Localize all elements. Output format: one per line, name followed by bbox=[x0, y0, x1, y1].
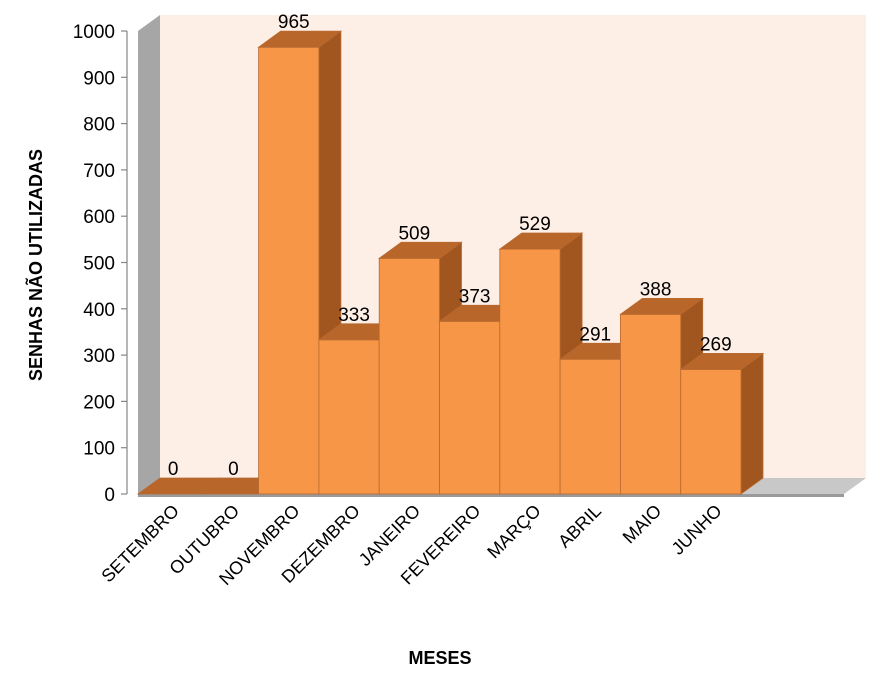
y-tick-label: 100 bbox=[83, 439, 115, 460]
bar-front bbox=[559, 358, 621, 495]
y-tick-label: 0 bbox=[104, 485, 115, 506]
bar-front bbox=[258, 46, 320, 495]
y-tick-label: 700 bbox=[83, 161, 115, 182]
data-label: 0 bbox=[168, 459, 179, 480]
bar bbox=[679, 352, 765, 495]
x-tick-label: MAIO bbox=[619, 501, 666, 548]
y-tick-label: 900 bbox=[83, 68, 115, 89]
bar-top bbox=[377, 241, 463, 259]
y-tick-label: 300 bbox=[83, 346, 115, 367]
data-label: 373 bbox=[459, 286, 491, 307]
bar-front bbox=[620, 313, 682, 495]
x-axis: SETEMBROOUTUBRONOVEMBRODEZEMBROJANEIROFE… bbox=[97, 501, 725, 589]
y-tick-label: 200 bbox=[83, 392, 115, 413]
bar-front bbox=[378, 257, 440, 495]
bar-top bbox=[679, 353, 765, 370]
data-label: 269 bbox=[700, 334, 732, 355]
y-tick-label: 600 bbox=[83, 207, 115, 228]
data-labels: 0 0 965 333 509 373 529 291 388 269 bbox=[168, 12, 732, 480]
bar-front bbox=[680, 369, 742, 495]
y-axis-title: SENHAS NÃO UTILIZADAS bbox=[25, 149, 46, 381]
data-label: 529 bbox=[519, 214, 551, 235]
floor-edge bbox=[138, 494, 844, 497]
data-label: 291 bbox=[579, 324, 611, 345]
y-tick-label: 400 bbox=[83, 300, 115, 321]
bar-front bbox=[318, 339, 380, 495]
side-wall bbox=[138, 15, 160, 494]
x-tick-label: JUNHO bbox=[668, 501, 726, 559]
data-label: 0 bbox=[228, 459, 239, 480]
y-tick-label: 500 bbox=[83, 254, 115, 275]
bar-front bbox=[499, 248, 561, 495]
x-axis-title: MESES bbox=[408, 648, 471, 668]
data-label: 965 bbox=[278, 12, 310, 33]
bar-front bbox=[439, 320, 501, 495]
y-axis: 0 100 200 300 400 500 600 700 800 900 1000 bbox=[73, 22, 128, 506]
data-label: 388 bbox=[640, 279, 672, 300]
x-tick-label: MARÇO bbox=[483, 501, 545, 563]
y-tick-label: 1000 bbox=[73, 22, 115, 43]
x-tick-label: SETEMBRO bbox=[97, 501, 183, 587]
bar-top bbox=[257, 30, 343, 48]
y-tick-label: 800 bbox=[83, 115, 115, 136]
data-label: 509 bbox=[398, 223, 430, 244]
bar-top bbox=[619, 297, 704, 315]
x-tick-label: ABRIL bbox=[554, 501, 605, 552]
bar-top bbox=[498, 232, 584, 250]
data-label: 333 bbox=[338, 305, 370, 326]
bars bbox=[136, 30, 765, 495]
bar-side bbox=[740, 352, 764, 495]
